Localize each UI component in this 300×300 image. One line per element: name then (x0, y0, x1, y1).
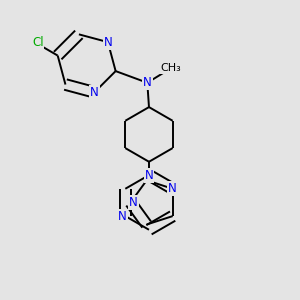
Text: N: N (145, 169, 153, 182)
Text: N: N (143, 76, 152, 89)
Text: CH₃: CH₃ (160, 63, 181, 74)
Text: N: N (129, 196, 138, 209)
Text: N: N (103, 36, 112, 49)
Text: N: N (168, 182, 177, 195)
Text: N: N (118, 210, 127, 223)
Text: N: N (90, 86, 99, 99)
Text: Cl: Cl (32, 36, 44, 50)
